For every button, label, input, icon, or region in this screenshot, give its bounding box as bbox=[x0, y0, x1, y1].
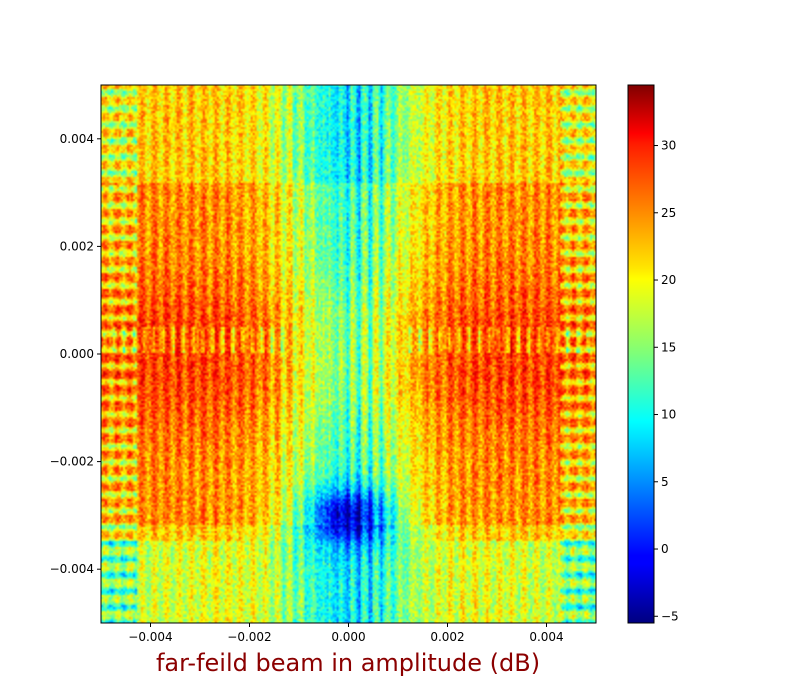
colorbar-tick-label: 30 bbox=[661, 139, 676, 153]
colorbar-tick-label: −5 bbox=[661, 609, 679, 623]
x-tick-label: −0.004 bbox=[128, 630, 172, 644]
colorbar: −5 0 5 10 15 20 25 30 bbox=[627, 84, 679, 624]
x-tick-label: −0.002 bbox=[227, 630, 271, 644]
colorbar-tick-label: 0 bbox=[661, 542, 669, 556]
colorbar-tick-label: 5 bbox=[661, 475, 669, 489]
colorbar-tick-label: 25 bbox=[661, 206, 676, 220]
colorbar-tick-label: 15 bbox=[661, 340, 676, 354]
colorbar-frame bbox=[627, 84, 655, 624]
colorbar-tick-label: 20 bbox=[661, 273, 676, 287]
x-tick-label: 0.004 bbox=[529, 630, 563, 644]
x-axis-label: far-feild beam in amplitude (dB) bbox=[156, 649, 540, 677]
y-tick-label: 0.002 bbox=[60, 239, 94, 253]
x-tick-label: 0.002 bbox=[430, 630, 464, 644]
x-axis: −0.004 −0.002 0.000 0.002 0.004 bbox=[128, 623, 564, 644]
heatmap-plot-area bbox=[100, 84, 597, 624]
heatmap-image bbox=[101, 85, 596, 623]
y-tick-label: 0.000 bbox=[60, 347, 94, 361]
y-axis: −0.004 −0.002 0.000 0.002 0.004 bbox=[50, 132, 101, 576]
colorbar-ticks: −5 0 5 10 15 20 25 30 bbox=[654, 139, 679, 623]
y-tick-label: 0.004 bbox=[60, 132, 94, 146]
y-tick-label: −0.004 bbox=[50, 562, 94, 576]
y-tick-label: −0.002 bbox=[50, 455, 94, 469]
colorbar-tick-label: 10 bbox=[661, 408, 676, 422]
colorbar-gradient bbox=[628, 85, 654, 623]
x-tick-label: 0.000 bbox=[331, 630, 365, 644]
